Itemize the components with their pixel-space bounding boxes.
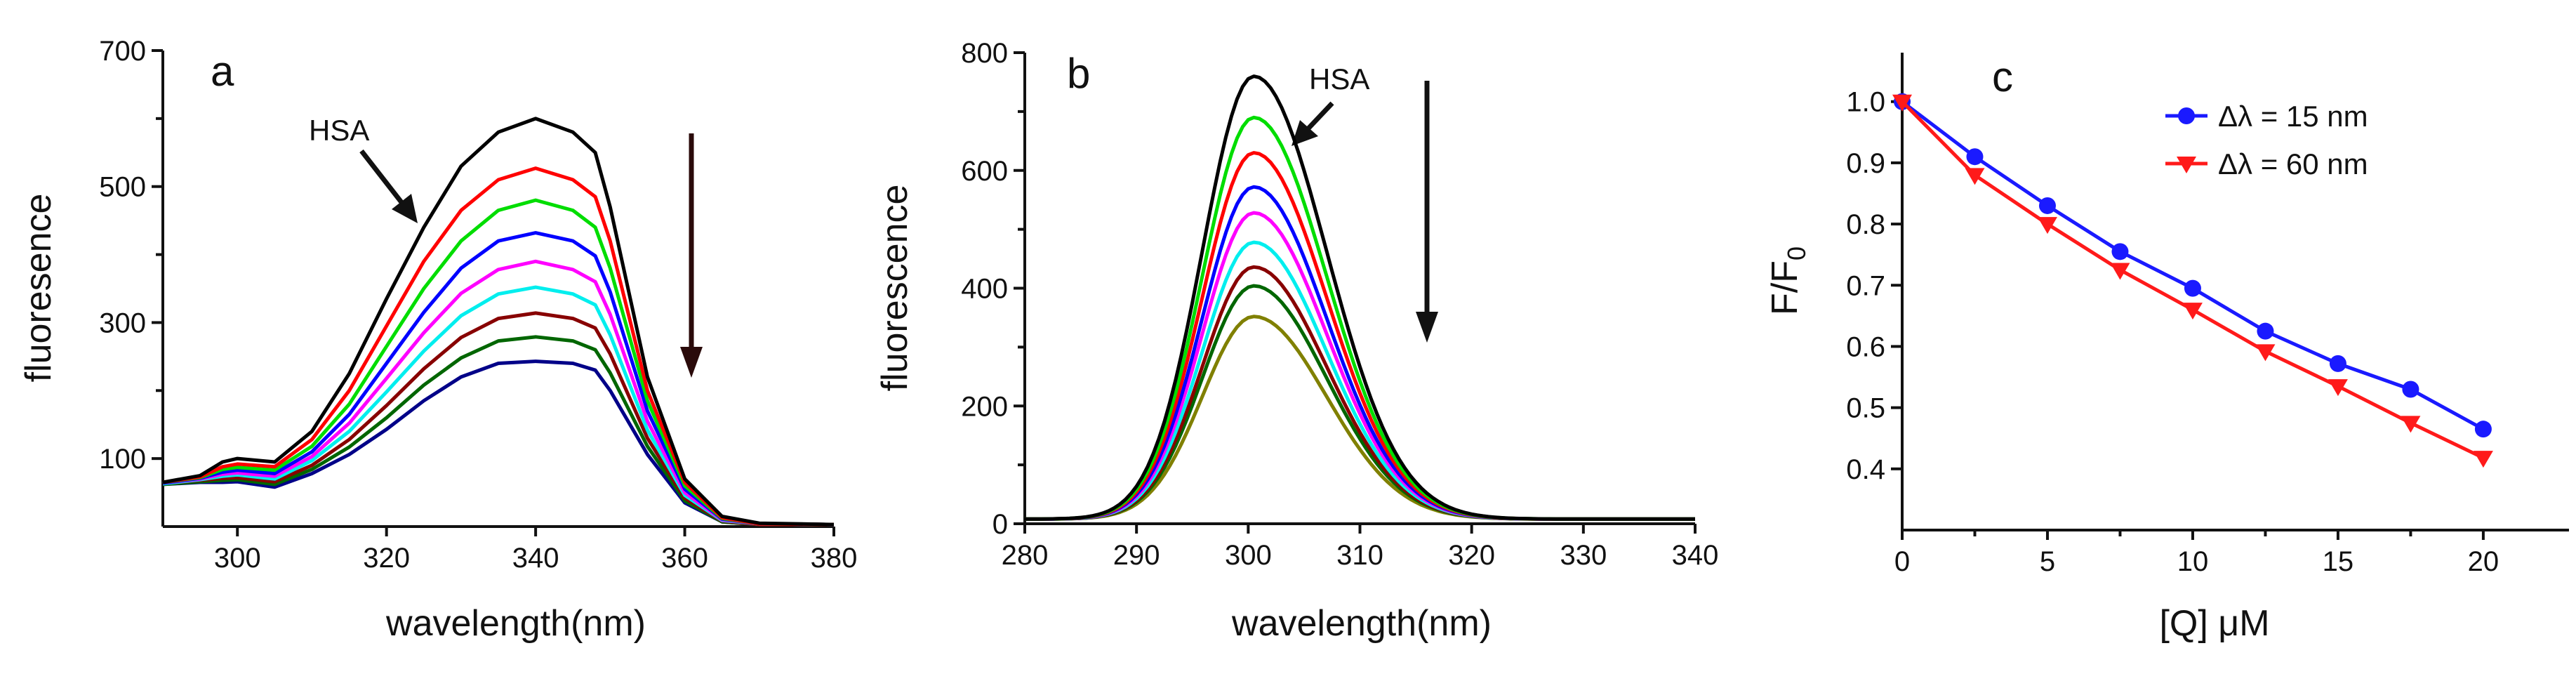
- panel-c-y-tick-label: 0.9: [1846, 148, 1885, 179]
- panel-c-x-tick-label: 15: [2323, 546, 2354, 577]
- panel-b-hsa-label: HSA: [1309, 62, 1369, 95]
- panel-b-hsa-arrow: [1292, 101, 1334, 146]
- panel-a-series-line: [162, 359, 834, 527]
- panel-a-series-line: [162, 285, 835, 527]
- panel-b-x-tick-label: 280: [1002, 540, 1049, 571]
- panel-c-y-tick-label: 0.6: [1846, 331, 1885, 362]
- panel-c-point: [2329, 355, 2346, 372]
- panel-b-y-label: fluorescence: [875, 185, 915, 392]
- panel-b-x-tick-label: 300: [1225, 540, 1272, 571]
- panel-a-x-tick-label: 320: [363, 543, 410, 574]
- panel-a-x-tick-label: 380: [811, 543, 858, 574]
- panel-c-series-line: [1901, 100, 2484, 460]
- panel-c-point: [2184, 279, 2201, 297]
- panel-a-series-line: [162, 259, 835, 527]
- panel-c-x-label: [Q] μM: [2159, 603, 2269, 644]
- panel-c-y-label: F/F0: [1765, 246, 1811, 315]
- panel-b-label: b: [1067, 50, 1090, 97]
- panel-c-point: [2473, 451, 2493, 468]
- panel-c-point: [2255, 344, 2276, 362]
- panel-b-x-tick-label: 320: [1448, 540, 1495, 571]
- panel-c-point: [2038, 197, 2056, 214]
- panel-b-trend-arrow: [1416, 81, 1438, 343]
- panel-a-x-tick-label: 340: [512, 543, 559, 574]
- panel-c-point: [2110, 263, 2130, 280]
- panel-c-point: [1892, 94, 1912, 112]
- panel-c-y-label-sub: 0: [1782, 246, 1811, 260]
- panel-b-x-tick-label: 340: [1672, 540, 1719, 571]
- panel-c-y-tick-label: 0.8: [1846, 209, 1885, 240]
- panel-a-x-tick-label: 360: [661, 543, 708, 574]
- panel-b-series-line: [1024, 74, 1695, 521]
- panel-a-series-line: [162, 311, 834, 527]
- panel-c-y-label-main: F/F: [1765, 260, 1805, 315]
- panel-a-y-tick-label: 700: [99, 36, 146, 67]
- panel-c-point: [2257, 322, 2274, 340]
- panel-a-x-tick-label: 300: [214, 543, 261, 574]
- panel-c-point: [2401, 416, 2421, 433]
- panel-b: b fluorescence wavelength(nm) HSA 280 290…: [875, 38, 1718, 644]
- panel-a-label: a: [211, 48, 234, 95]
- panel-c-point: [2328, 379, 2348, 397]
- panel-c-x-tick-label: 0: [1894, 546, 1910, 577]
- panel-c-point: [2402, 381, 2419, 398]
- panel-c-point: [2182, 303, 2203, 320]
- panel-c-x-tick-label: 10: [2177, 546, 2209, 577]
- panel-c-y-tick-label: 0.7: [1846, 270, 1885, 301]
- panel-a: a fluoresence wavelength(nm) HSA 300 320 3…: [18, 36, 857, 644]
- panel-c-x-tick-label: 20: [2468, 546, 2499, 577]
- panel-b-y-tick-label: 400: [961, 274, 1008, 305]
- panel-c-y-tick-label: 1.0: [1846, 87, 1885, 118]
- legend-label-1: Δλ = 15 nm: [2218, 100, 2368, 133]
- panel-b-series-line: [1024, 151, 1695, 521]
- panel-a-y-tick-label: 100: [99, 444, 146, 475]
- legend-label-2: Δλ = 60 nm: [2218, 147, 2368, 180]
- panel-b-y-tick-label: 0: [992, 509, 1008, 540]
- panel-c-point: [2474, 421, 2492, 438]
- panel-a-series-line: [162, 117, 835, 527]
- panel-a-series-line: [162, 335, 834, 527]
- panel-b-series-line: [1025, 185, 1695, 521]
- panel-b-y-tick-label: 800: [961, 38, 1008, 69]
- panel-c-series-line: [1901, 100, 2485, 431]
- panel-a-series-line: [162, 231, 835, 527]
- panel-c-y-tick-label: 0.4: [1846, 454, 1885, 485]
- panel-c-y-tick-label: 0.5: [1846, 393, 1885, 424]
- panel-b-x-tick-label: 310: [1336, 540, 1383, 571]
- panel-c-point: [1966, 148, 1984, 166]
- panel-b-series-line: [1024, 115, 1695, 521]
- panel-a-y-tick-label: 300: [99, 308, 146, 338]
- panel-c-label: c: [1992, 53, 2013, 100]
- panel-b-x-tick-label: 330: [1560, 540, 1607, 571]
- panel-a-hsa-arrow: [359, 149, 418, 223]
- legend-marker-1: [2178, 107, 2195, 124]
- panel-b-y-tick-label: 200: [961, 391, 1008, 422]
- panel-c: c F/F0 [Q] μM Δλ = 15 nm Δλ = 60 nm 0 5 10…: [1765, 53, 2569, 644]
- panel-a-y-label: fluoresence: [18, 194, 59, 383]
- panel-a-x-label: wavelength(nm): [385, 603, 646, 644]
- panel-c-point: [2111, 243, 2129, 260]
- panel-c-x-tick-label: 5: [2040, 546, 2055, 577]
- legend: Δλ = 15 nm Δλ = 60 nm: [2165, 100, 2368, 180]
- panel-a-hsa-label: HSA: [309, 114, 369, 147]
- panel-b-x-tick-label: 290: [1113, 540, 1160, 571]
- panel-b-y-tick-label: 600: [961, 156, 1008, 187]
- panel-a-y-tick-label: 500: [99, 172, 146, 203]
- panel-c-point: [2037, 217, 2057, 234]
- panel-a-trend-arrow: [680, 133, 703, 378]
- legend-marker-2: [2177, 157, 2196, 173]
- panel-c-point: [1965, 168, 1985, 185]
- panel-b-x-label: wavelength(nm): [1231, 603, 1492, 644]
